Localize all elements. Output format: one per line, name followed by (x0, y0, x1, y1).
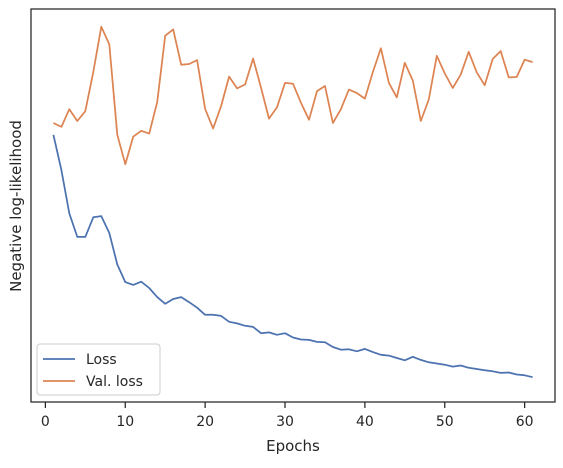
x-tick-label: 60 (516, 414, 534, 430)
x-axis-label: Epochs (266, 437, 320, 455)
x-tick-label: 0 (41, 414, 50, 430)
series-line-loss (52, 134, 533, 379)
legend: Loss Val. loss (36, 343, 161, 396)
x-tick-label: 50 (436, 414, 454, 430)
x-tick-label: 10 (116, 414, 134, 430)
plot-area-frame (30, 8, 556, 403)
series-layer (52, 25, 533, 379)
x-tick-label: 30 (276, 414, 294, 430)
legend-label-loss: Loss (86, 352, 117, 368)
legend-frame (36, 343, 161, 396)
series-line-val-loss (53, 25, 533, 166)
legend-label-val-loss: Val. loss (86, 374, 143, 390)
x-tick-label: 20 (196, 414, 214, 430)
y-axis-label: Negative log-likelihood (7, 120, 25, 292)
x-axis-ticks: 0 10 20 30 40 50 60 (41, 402, 534, 430)
x-tick-label: 40 (356, 414, 374, 430)
